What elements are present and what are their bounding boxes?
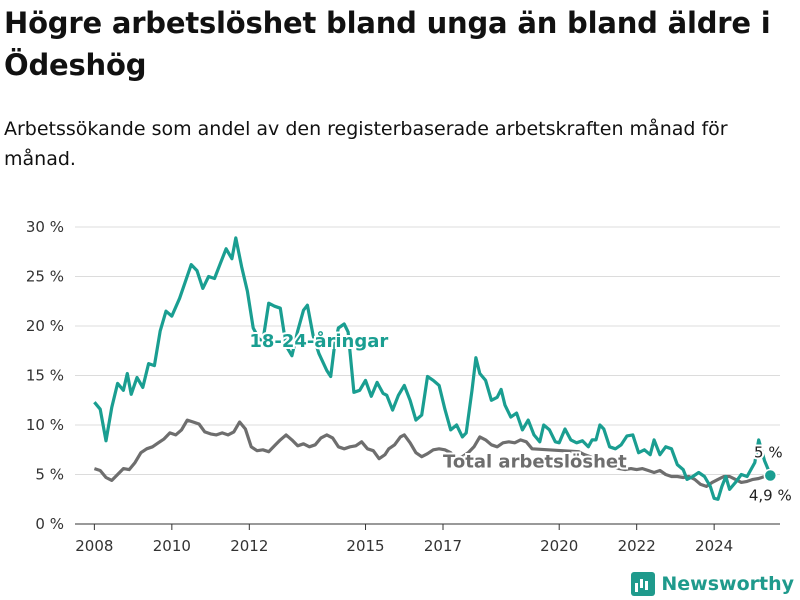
end-label-total: 4,9 %: [749, 486, 792, 504]
series-line-young: [93, 236, 772, 501]
end-point-marker: [763, 468, 778, 483]
x-tick-label: 2010: [153, 537, 191, 555]
y-tick-label: 25 %: [26, 268, 64, 286]
line-chart: 0 %5 %10 %15 %20 %25 %30 % 2008 2010 2012 2…: [26, 218, 792, 555]
x-tick-label: 2017: [424, 537, 462, 555]
series-line-total: [93, 418, 771, 488]
end-label-young: 5 %: [754, 444, 783, 462]
y-tick-label: 5 %: [35, 466, 64, 484]
series-lines: [93, 236, 772, 501]
y-axis-ticks: 0 % 5 % 10 % 15 % 20 % 25 % 30 %: [26, 218, 64, 533]
bar-chart-icon: [631, 572, 656, 596]
grid-lines: [75, 226, 780, 525]
x-tick-label: 2015: [346, 537, 384, 555]
y-tick-label: 10 %: [26, 416, 64, 434]
y-tick-label: 30 %: [26, 218, 64, 236]
series-label-young: 18-24-åringar: [249, 330, 388, 352]
x-tick-label: 2020: [540, 537, 578, 555]
chart-title: Högre arbetslöshet bland unga än bland ä…: [4, 6, 771, 82]
series-label-total: Total arbetslöshet: [443, 452, 627, 473]
x-axis-ticks: 2008 2010 2012 2015 2017 2020 2022 2024: [75, 523, 780, 555]
brand-name: Newsworthy: [661, 573, 794, 595]
brand-logo: Newsworthy: [631, 572, 794, 596]
x-tick-label: 2012: [230, 537, 268, 555]
y-tick-label: 15 %: [26, 367, 64, 385]
chart-subtitle: Arbetssökande som andel av den registerb…: [4, 118, 728, 170]
x-tick-label: 2024: [695, 537, 733, 555]
x-tick-label: 2008: [75, 537, 113, 555]
x-tick-label: 2022: [618, 537, 656, 555]
y-tick-label: 20 %: [26, 317, 64, 335]
y-tick-label: 0 %: [35, 515, 64, 533]
